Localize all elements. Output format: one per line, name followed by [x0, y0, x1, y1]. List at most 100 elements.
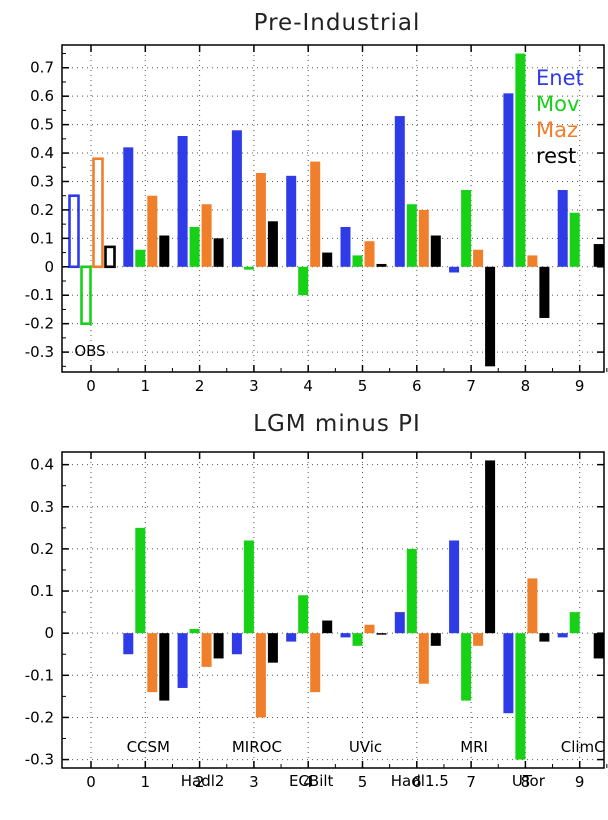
- bar-rest-2: [213, 238, 224, 267]
- x-tick-label: 0: [86, 377, 96, 395]
- y-tick-label: 0.4: [30, 456, 54, 474]
- y-tick-label: 0.6: [30, 87, 54, 105]
- bar-enet-4: [286, 633, 297, 642]
- model-label-miroc: MIROC: [232, 738, 282, 756]
- y-tick-label: 0.1: [30, 582, 54, 600]
- chart-panel-1: Pre-Industrial OBS -0.3 -0.2 -0.1 0 0.1 0.2 0.3 0…: [25, 10, 608, 395]
- y-tick-label: 0.2: [30, 201, 54, 219]
- bar-mov-9: [569, 212, 580, 267]
- bar-mov-9: [569, 612, 580, 634]
- bar-mov-2: [189, 628, 200, 634]
- x-tick-label: 0: [86, 773, 96, 791]
- y-tick-label: 0.1: [30, 229, 54, 247]
- obs-box-enet: [68, 194, 80, 269]
- bar-rest-2: [213, 633, 224, 659]
- bar-rest-6: [430, 235, 441, 267]
- chart-panel-2: LGM minus PI -0.3 -0.2 -0.1 0 0.1 0.2 0.3 0.4 0 1 2…: [25, 411, 608, 791]
- y-tick-label: 0.5: [30, 116, 54, 134]
- bar-rest-7: [485, 460, 496, 634]
- bar-mov-5: [352, 255, 363, 267]
- bar-enet-2: [177, 135, 188, 267]
- bar-rest-9: [593, 244, 604, 267]
- x-tick-label: 1: [141, 377, 151, 395]
- x-tick-label: 3: [249, 377, 259, 395]
- bar-enet-7: [449, 266, 460, 273]
- bar-maz-7: [473, 249, 484, 267]
- obs-box-mov: [80, 265, 92, 325]
- bar-mov-2: [189, 226, 200, 267]
- y-tick-label: 0.3: [30, 498, 54, 516]
- x-tick-label: 9: [575, 773, 585, 791]
- x-tick-label: 8: [521, 377, 531, 395]
- bar-maz-2: [201, 633, 212, 667]
- bar-enet-8: [503, 93, 514, 267]
- y-tick-label: -0.2: [25, 315, 54, 333]
- x-tick-label: 5: [358, 773, 368, 791]
- bar-rest-1: [159, 235, 170, 267]
- model-label-utor: UTor: [512, 772, 546, 790]
- bar-rest-3: [267, 221, 278, 267]
- bar-rest-4: [322, 620, 333, 634]
- bar-maz-1: [147, 195, 158, 267]
- bar-rest-8: [539, 266, 550, 318]
- y-tick-label: 0: [44, 624, 54, 642]
- x-tick-label: 1: [141, 773, 151, 791]
- x-tick-label: 6: [412, 773, 422, 791]
- bar-mov-7: [461, 633, 472, 701]
- legend-entry-maz: Maz: [536, 118, 578, 142]
- bar-rest-1: [159, 633, 170, 701]
- bar-maz-6: [418, 633, 429, 684]
- bar-enet-8: [503, 633, 514, 714]
- bar-rest-7: [485, 266, 496, 367]
- obs-box-rest: [104, 245, 116, 269]
- bar-maz-4: [310, 161, 321, 267]
- legend-entry-mov: Mov: [536, 92, 579, 116]
- x-tick-label: 8: [521, 773, 531, 791]
- x-tick-label: 7: [466, 773, 476, 791]
- bar-maz-6: [418, 209, 429, 267]
- bar-rest-4: [322, 252, 333, 267]
- y-tick-label: 0.7: [30, 59, 54, 77]
- bar-enet-2: [177, 633, 188, 688]
- legend-entry-enet: Enet: [536, 66, 584, 90]
- x-tick-label: 6: [412, 377, 422, 395]
- bar-mov-4: [298, 595, 309, 634]
- bar-enet-3: [231, 633, 242, 655]
- model-label-hadl1-5: Hadl1.5: [391, 772, 449, 790]
- x-tick-label: 5: [358, 377, 368, 395]
- model-label-mri: MRI: [460, 738, 488, 756]
- y-tick-label: 0: [44, 258, 54, 276]
- obs-label: OBS: [74, 342, 105, 360]
- plot-frame: [61, 44, 605, 373]
- model-label-climc: ClimC: [561, 738, 605, 756]
- bar-enet-5: [340, 633, 351, 638]
- bar-mov-6: [406, 204, 417, 267]
- y-tick-label: -0.3: [25, 343, 54, 361]
- bar-rest-6: [430, 633, 441, 646]
- bar-maz-8: [527, 578, 538, 634]
- bar-enet-5: [340, 226, 351, 267]
- bar-mov-8: [515, 53, 526, 267]
- bar-mov-6: [406, 548, 417, 634]
- y-tick-label: -0.3: [25, 751, 54, 769]
- model-label-ccsm: CCSM: [127, 738, 170, 756]
- x-tick-label: 4: [303, 377, 313, 395]
- bar-mov-4: [298, 266, 309, 296]
- y-tick-label: -0.2: [25, 708, 54, 726]
- bar-enet-6: [394, 612, 405, 634]
- model-label-uvic: UVic: [349, 738, 382, 756]
- bar-enet-9: [557, 190, 568, 267]
- obs-box-maz: [92, 157, 104, 269]
- bar-enet-7: [449, 540, 460, 634]
- x-tick-label: 3: [249, 773, 259, 791]
- x-tick-label: 2: [195, 773, 205, 791]
- bar-enet-4: [286, 175, 297, 267]
- bar-mov-5: [352, 633, 363, 646]
- bar-maz-1: [147, 633, 158, 693]
- bar-mov-3: [243, 266, 254, 270]
- bar-maz-4: [310, 633, 321, 693]
- bar-rest-5: [376, 263, 387, 267]
- bar-enet-9: [557, 633, 568, 638]
- bar-mov-7: [461, 190, 472, 267]
- x-tick-label: 2: [195, 377, 205, 395]
